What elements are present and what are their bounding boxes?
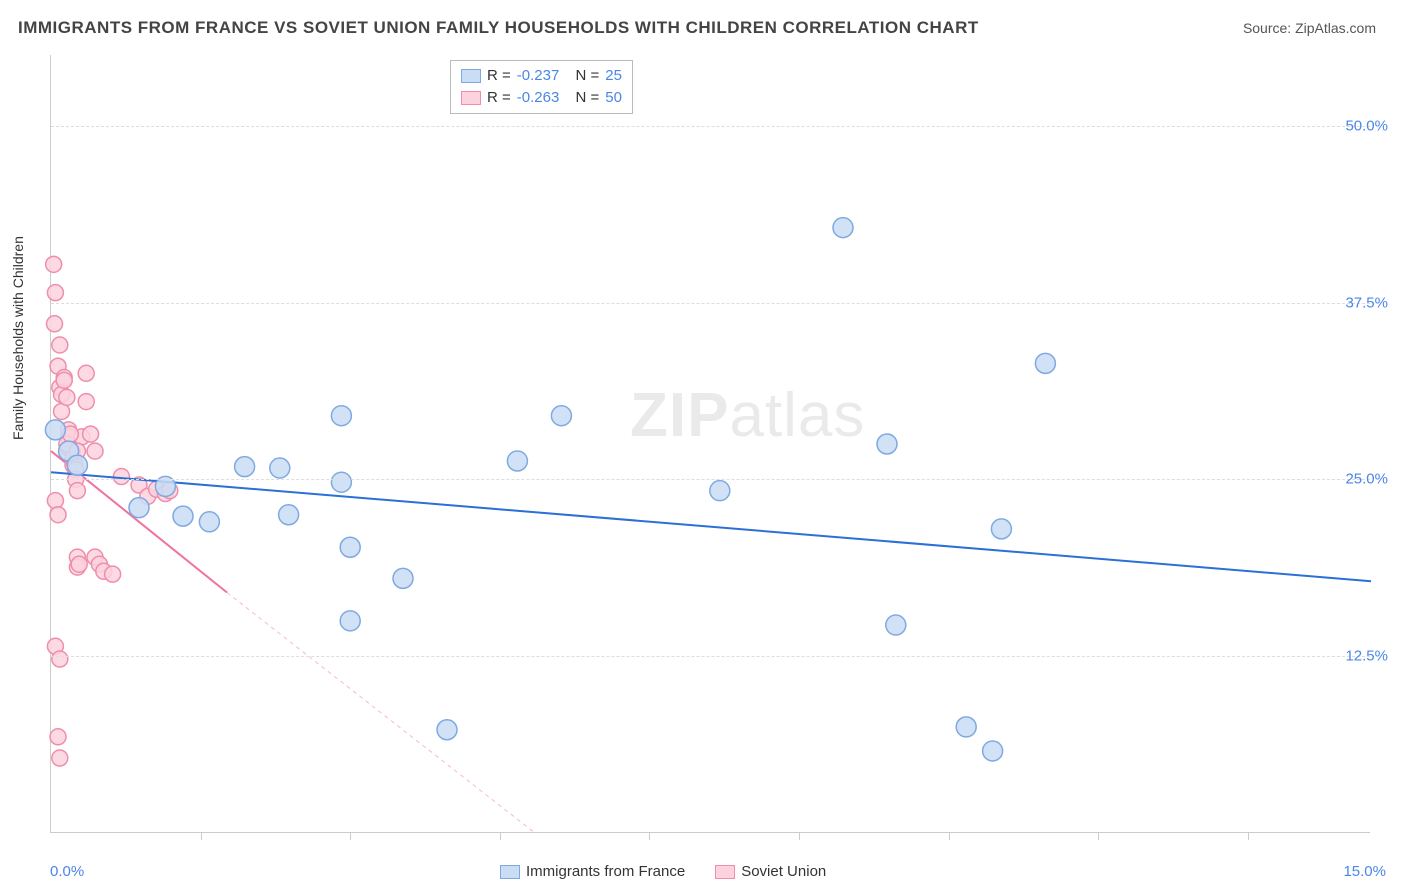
gridline [51, 656, 1370, 657]
x-tick [500, 832, 501, 840]
legend-row-france: R = -0.237 N = 25 [461, 65, 622, 87]
x-tick [201, 832, 202, 840]
x-tick [949, 832, 950, 840]
data-point [340, 611, 360, 631]
data-point [393, 568, 413, 588]
data-point [833, 218, 853, 238]
data-point [113, 469, 129, 485]
legend-row-soviet: R = -0.263 N = 50 [461, 87, 622, 109]
gridline [51, 126, 1370, 127]
x-tick [799, 832, 800, 840]
gridline [51, 479, 1370, 480]
data-point [52, 337, 68, 353]
n-label: N = [575, 65, 599, 87]
data-point [279, 505, 299, 525]
data-point [105, 566, 121, 582]
data-point [507, 451, 527, 471]
data-point [956, 717, 976, 737]
data-point [710, 481, 730, 501]
chart-title: IMMIGRANTS FROM FRANCE VS SOVIET UNION F… [18, 18, 979, 38]
data-point [87, 443, 103, 459]
y-tick-label: 37.5% [1345, 294, 1388, 311]
y-tick-label: 50.0% [1345, 117, 1388, 134]
data-point [1035, 353, 1055, 373]
data-point [270, 458, 290, 478]
chart-svg [51, 55, 1370, 832]
x-tick [1248, 832, 1249, 840]
n-value-soviet: 50 [605, 87, 622, 109]
data-point [78, 365, 94, 381]
legend-item-soviet: Soviet Union [715, 863, 826, 880]
data-point [551, 406, 571, 426]
x-max-label: 15.0% [1343, 863, 1386, 880]
data-point [78, 394, 94, 410]
data-point [235, 457, 255, 477]
n-label: N = [575, 87, 599, 109]
r-label: R = [487, 87, 511, 109]
data-point [340, 537, 360, 557]
data-point [983, 741, 1003, 761]
data-point [67, 455, 87, 475]
plot-area [50, 55, 1370, 833]
n-value-france: 25 [605, 65, 622, 87]
data-point [886, 615, 906, 635]
data-point [877, 434, 897, 454]
y-axis-title: Family Households with Children [10, 236, 26, 440]
r-value-france: -0.237 [517, 65, 560, 87]
y-tick-label: 25.0% [1345, 471, 1388, 488]
data-point [69, 483, 85, 499]
source-credit: Source: ZipAtlas.com [1243, 20, 1376, 36]
data-point [47, 316, 63, 332]
data-point [991, 519, 1011, 539]
trendline-extension [227, 593, 535, 833]
y-tick-label: 12.5% [1345, 648, 1388, 665]
x-tick [1098, 832, 1099, 840]
data-point [59, 389, 75, 405]
legend-label-france: Immigrants from France [526, 863, 685, 880]
data-point [331, 472, 351, 492]
data-point [437, 720, 457, 740]
gridline [51, 303, 1370, 304]
data-point [331, 406, 351, 426]
r-label: R = [487, 65, 511, 87]
swatch-soviet [461, 91, 481, 105]
data-point [52, 651, 68, 667]
data-point [83, 426, 99, 442]
r-value-soviet: -0.263 [517, 87, 560, 109]
x-min-label: 0.0% [50, 863, 84, 880]
data-point [46, 256, 62, 272]
data-point [47, 493, 63, 509]
correlation-legend: R = -0.237 N = 25 R = -0.263 N = 50 [450, 60, 633, 114]
data-point [50, 729, 66, 745]
data-point [56, 372, 72, 388]
x-tick [649, 832, 650, 840]
legend-label-soviet: Soviet Union [741, 863, 826, 880]
data-point [173, 506, 193, 526]
legend-item-france: Immigrants from France [500, 863, 685, 880]
swatch-soviet-bottom [715, 865, 735, 879]
data-point [52, 750, 68, 766]
x-tick [350, 832, 351, 840]
series-legend: Immigrants from France Soviet Union [500, 863, 826, 880]
data-point [129, 498, 149, 518]
data-point [47, 285, 63, 301]
swatch-france [461, 69, 481, 83]
data-point [45, 420, 65, 440]
data-point [199, 512, 219, 532]
swatch-france-bottom [500, 865, 520, 879]
data-point [50, 507, 66, 523]
data-point [71, 556, 87, 572]
